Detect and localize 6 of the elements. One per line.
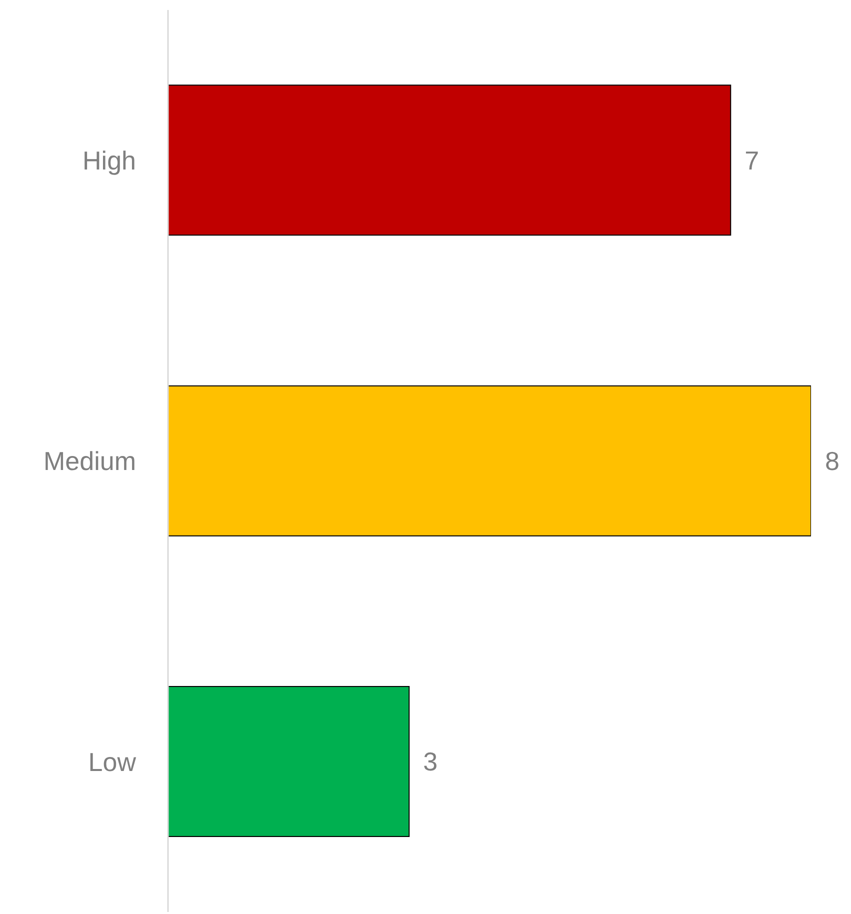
data-label: 3 [423, 746, 438, 777]
y-tick-label: Low [88, 746, 136, 777]
data-label: 8 [825, 446, 840, 476]
y-tick-label: High [82, 146, 136, 176]
data-label: 7 [744, 145, 760, 176]
y-tick-label: Medium [44, 446, 136, 476]
